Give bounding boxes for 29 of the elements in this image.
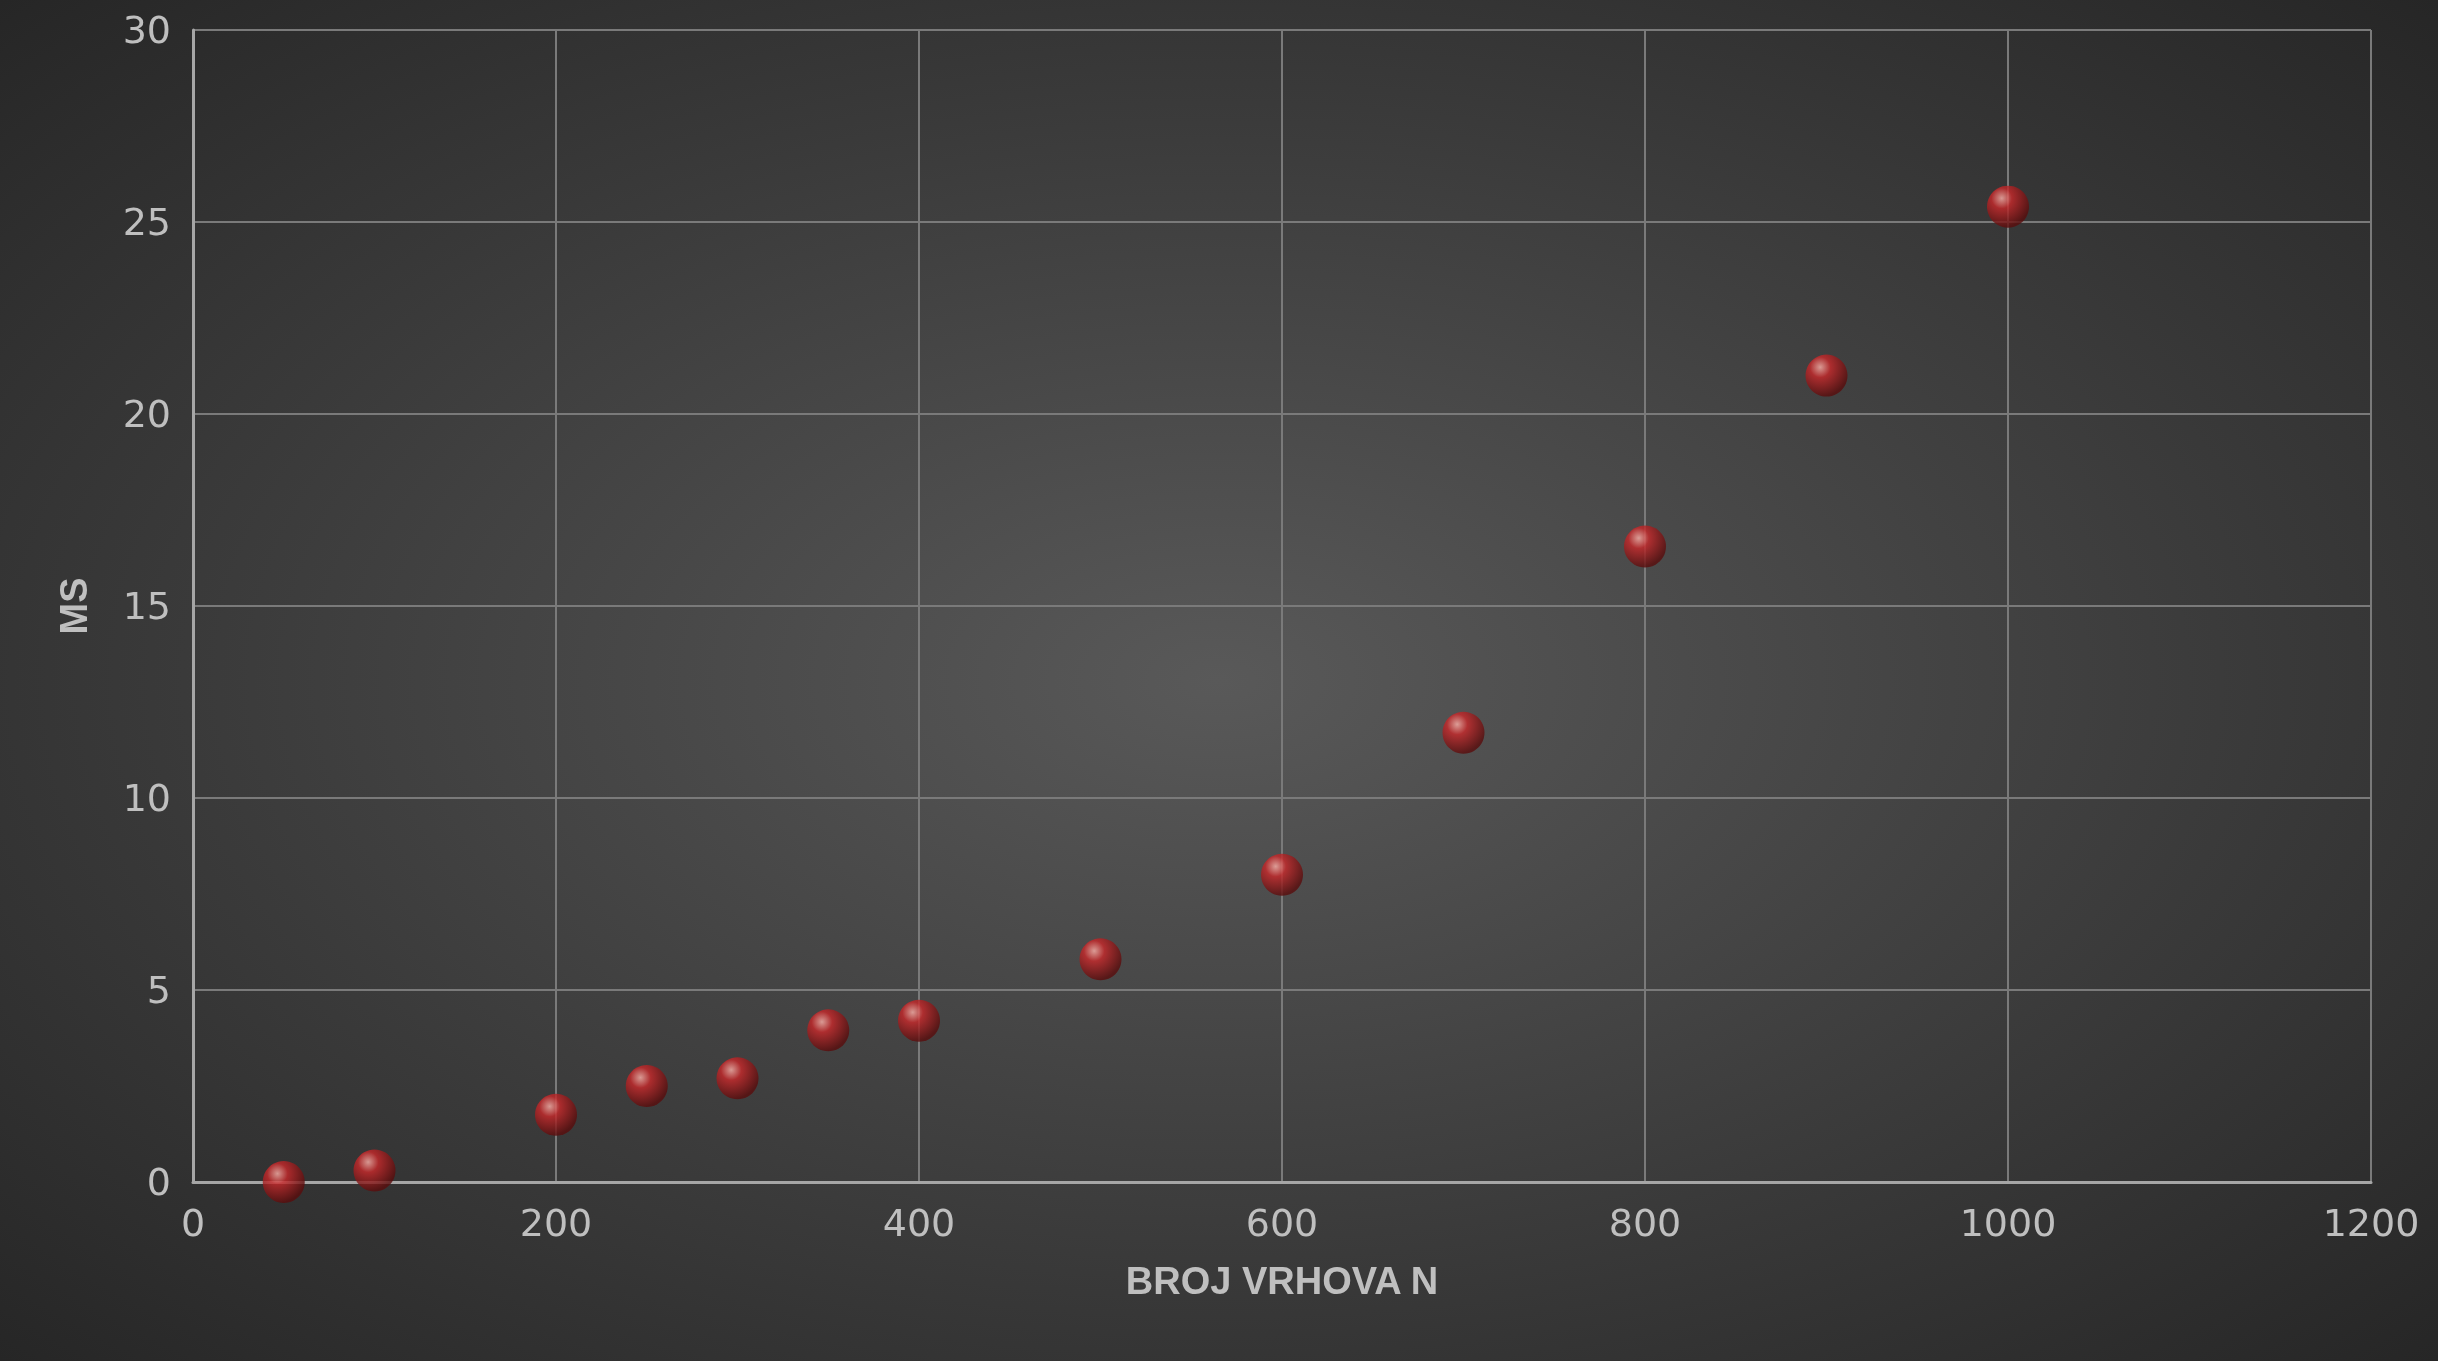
y-tick-label: 15 (122, 584, 171, 628)
point (1624, 525, 1666, 568)
point (535, 1093, 577, 1136)
x-tick-label: 400 (882, 1201, 956, 1245)
x-tick-label: 1000 (1959, 1201, 2057, 1245)
point (1442, 711, 1485, 754)
point (262, 1161, 305, 1203)
y-tick-label: 25 (122, 200, 171, 244)
point (898, 999, 940, 1042)
x-tick-label: 800 (1608, 1201, 1682, 1245)
y-tick-label: 30 (122, 8, 171, 52)
x-axis-title: BROJ VRHOVA N (1125, 1260, 1439, 1302)
y-tick-label: 0 (146, 1160, 171, 1204)
y-tick-label: 10 (122, 776, 171, 820)
point (353, 1149, 396, 1192)
y-tick-label: 20 (122, 392, 171, 436)
y-axis-title: MS (53, 577, 95, 635)
x-tick-label: 200 (519, 1201, 593, 1245)
point (1987, 185, 2029, 228)
point (625, 1065, 668, 1107)
x-tick-label: 1200 (2322, 1201, 2420, 1245)
y-tick-label: 5 (146, 968, 171, 1012)
point (1261, 853, 1303, 896)
point (1079, 938, 1122, 981)
point (716, 1057, 759, 1100)
point (807, 1009, 850, 1052)
x-tick-label: 600 (1245, 1201, 1319, 1245)
point (1805, 354, 1848, 397)
x-tick-label: 0 (180, 1201, 206, 1245)
